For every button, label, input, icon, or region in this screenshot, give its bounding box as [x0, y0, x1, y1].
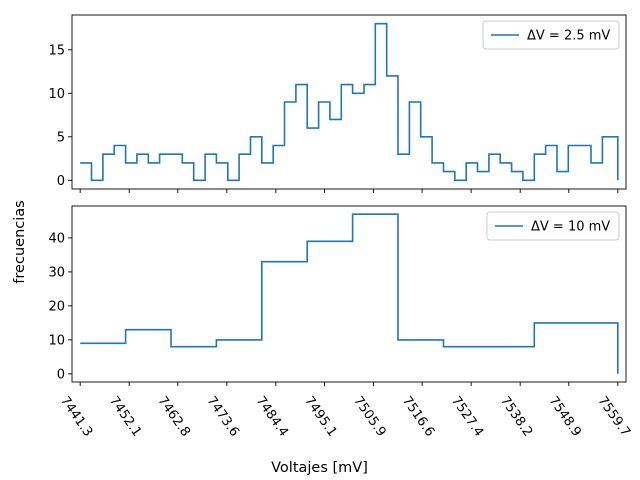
x-tick-label: 7548.9 [546, 394, 584, 440]
x-tick-label: 7452.1 [106, 394, 144, 440]
y-axis-label: frecuencias [12, 200, 28, 283]
x-tick-label: 7484.4 [253, 394, 291, 440]
bottom-histogram-panel: 0 10 20 30 40 ΔV = 10 mV 7441.3 7452.1 7462.8 747… [48, 205, 633, 440]
y-tick-label: 10 [48, 87, 65, 102]
x-tick-label: 7441.3 [57, 394, 95, 440]
y-tick-label: 40 [48, 231, 65, 246]
x-axis-label: Voltajes [mV] [271, 460, 368, 476]
y-tick-label: 30 [48, 265, 65, 280]
y-tick-label: 0 [57, 174, 65, 189]
legend-box [486, 211, 620, 241]
legend-label: ΔV = 2.5 mV [527, 29, 610, 44]
axes-frame [71, 205, 627, 383]
histogram-step-line [80, 22, 619, 182]
x-tick-label: 7495.1 [301, 394, 339, 440]
legend: ΔV = 10 mV [486, 211, 620, 241]
y-tick-label: 15 [48, 43, 65, 58]
x-tick-label: 7505.9 [350, 394, 388, 440]
x-tick-label: 7559.7 [595, 394, 633, 440]
axes-frame [71, 14, 627, 190]
y-tick-label: 10 [48, 333, 65, 348]
x-tick-label: 7473.6 [204, 394, 242, 440]
y-tick-label: 0 [57, 367, 65, 382]
x-tick-label: 7516.6 [399, 394, 437, 440]
legend-label: ΔV = 10 mV [531, 220, 610, 235]
top-histogram-panel: 0 5 10 15 ΔV = 2.5 mV [48, 14, 627, 193]
x-tick-label: 7538.2 [497, 394, 535, 440]
x-tick-label: 7462.8 [155, 394, 193, 440]
x-tick-label: 7527.4 [448, 394, 486, 440]
histogram-step-line [80, 213, 619, 374]
y-tick-label: 20 [48, 299, 65, 314]
y-tick-label: 5 [57, 130, 65, 145]
legend: ΔV = 2.5 mV [482, 20, 620, 50]
legend-box [482, 20, 620, 50]
